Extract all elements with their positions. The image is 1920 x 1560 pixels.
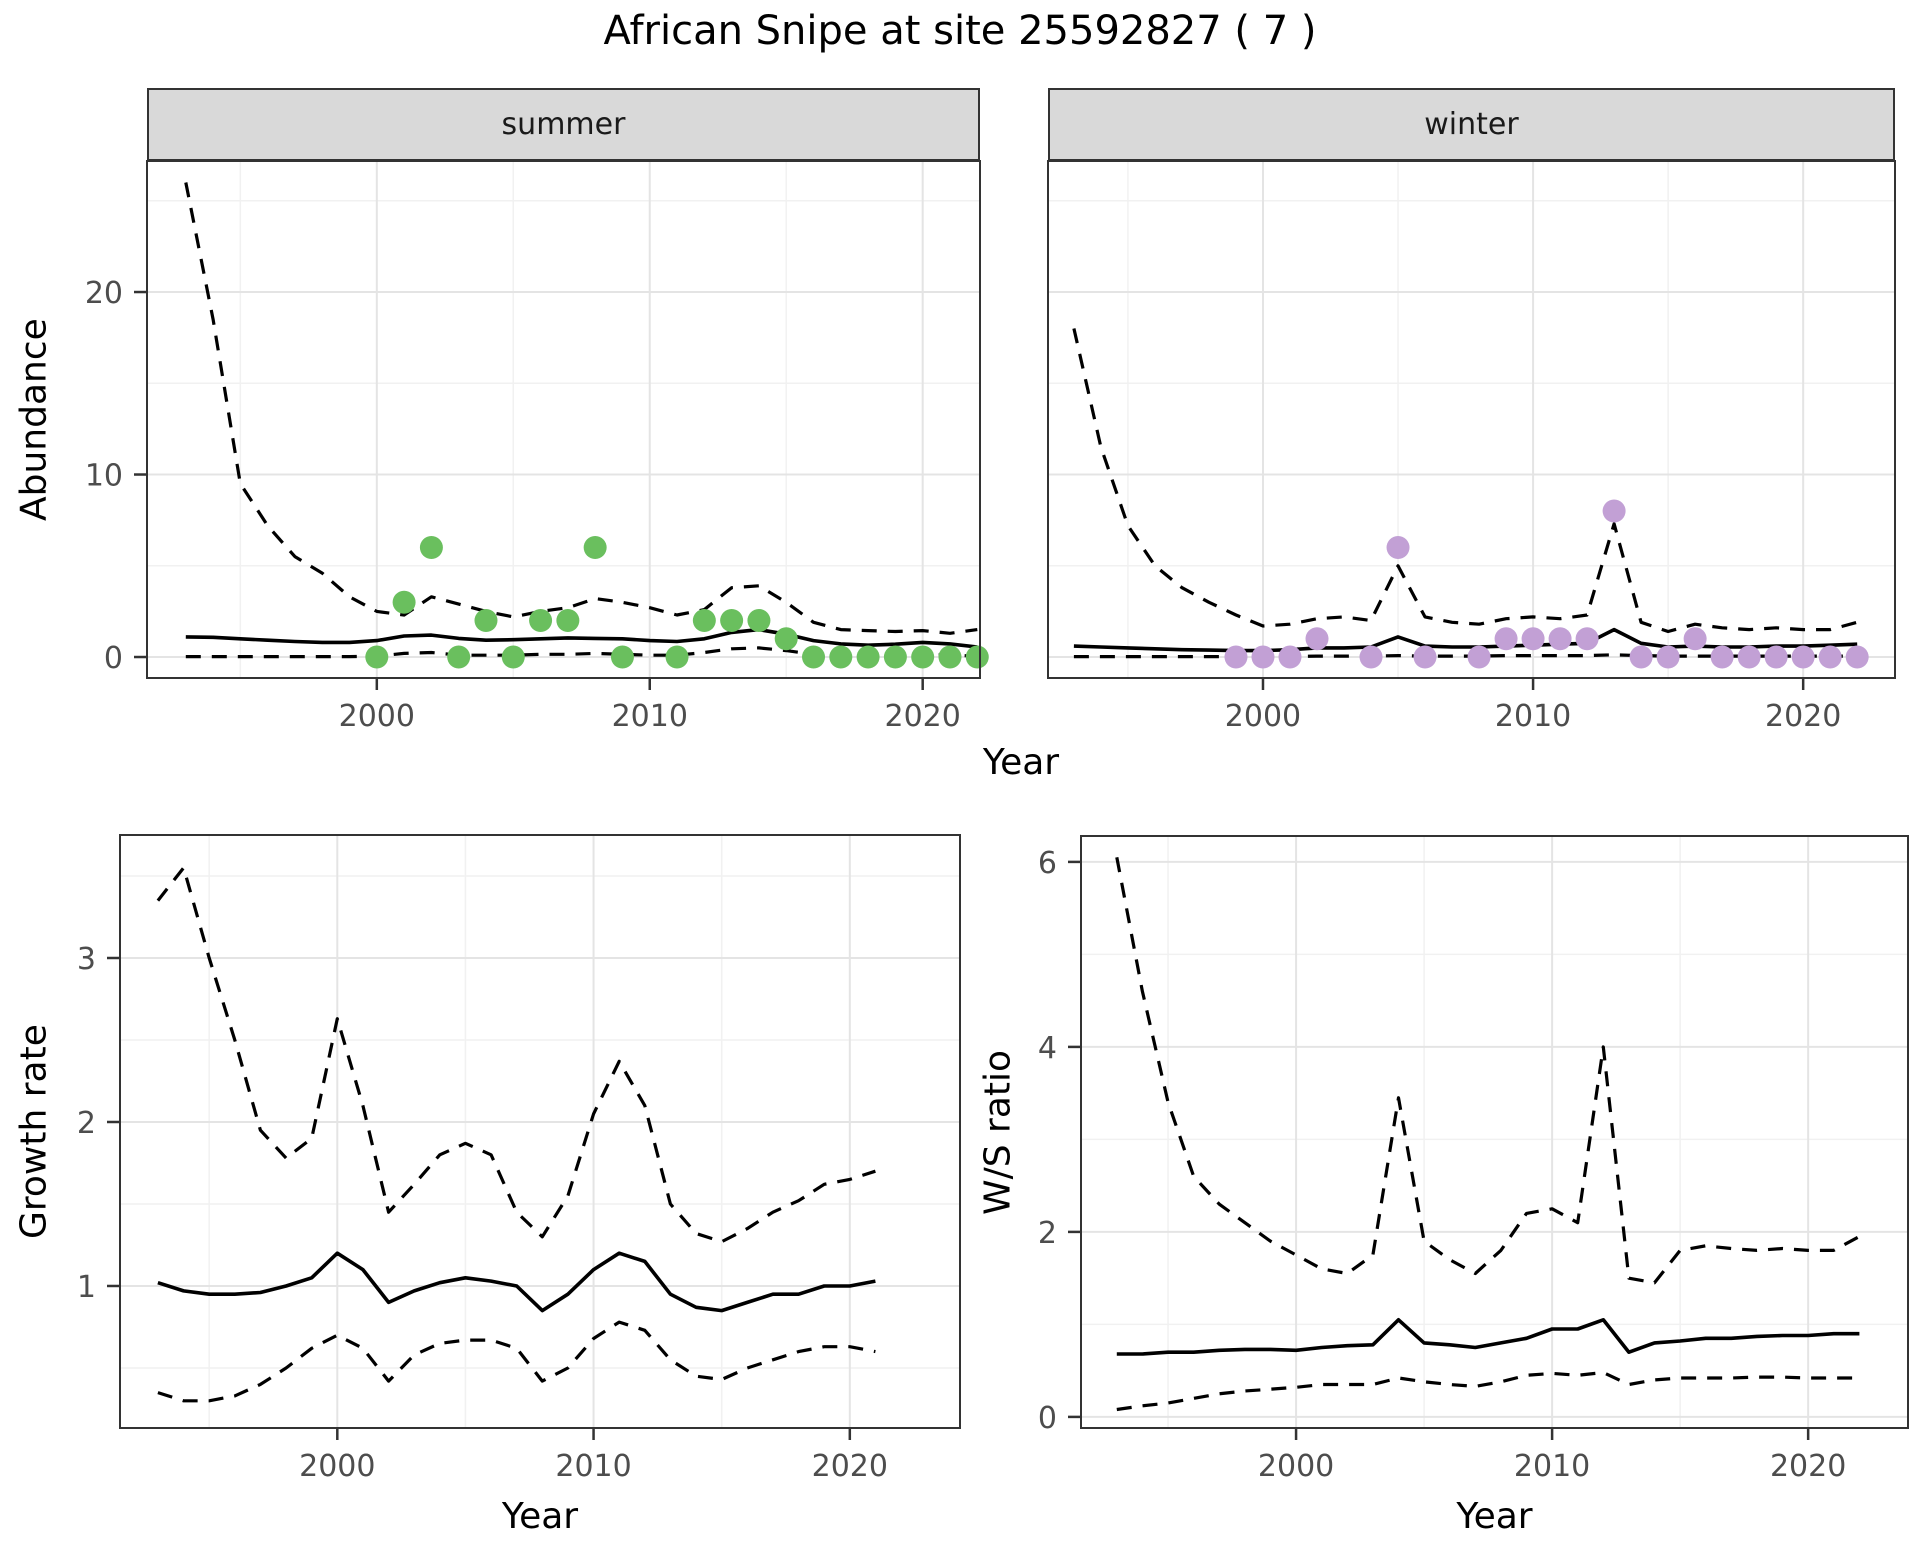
observation-point [911, 645, 935, 669]
y-tick-label: 6 [1038, 846, 1057, 881]
observation-point [1359, 645, 1383, 669]
facet-strip-summer-label: summer [501, 107, 626, 142]
observation-point [692, 609, 716, 633]
x-tick-label: 2020 [1765, 699, 1841, 734]
observation-point [747, 609, 771, 633]
upper_ci-line [156, 866, 876, 1244]
observation-point [1305, 627, 1329, 651]
facet-strip-winter-label: winter [1424, 107, 1519, 142]
observation-point [583, 536, 607, 560]
upper_ci-line [1115, 856, 1861, 1285]
x-tick-label: 2010 [555, 1449, 631, 1484]
y-tick-label: 2 [77, 1106, 96, 1141]
mean-line [1116, 1318, 1860, 1356]
y-tick-label: 0 [104, 641, 123, 676]
observation-point [1818, 645, 1842, 669]
observation-point [392, 590, 416, 614]
panel-background [147, 161, 980, 678]
observation-point [1791, 645, 1815, 669]
panel-border [1080, 835, 1909, 1429]
observation-point [1629, 645, 1653, 669]
observation-point [501, 645, 525, 669]
observation-point [774, 627, 798, 651]
observation-point [802, 645, 826, 669]
x-axis-title-year-ws: Year [1456, 1496, 1533, 1537]
y-tick-label: 2 [1038, 1216, 1057, 1251]
observation-point [1737, 645, 1761, 669]
observation-point [829, 645, 853, 669]
observation-point [529, 609, 553, 633]
x-tick-label: 2010 [612, 699, 688, 734]
observation-point [1251, 645, 1275, 669]
observation-point [447, 645, 471, 669]
x-tick-label: 2020 [885, 699, 961, 734]
observation-point [610, 645, 634, 669]
observation-point [1710, 645, 1734, 669]
upper_ci-line [1072, 328, 1858, 634]
observation-point [419, 536, 443, 560]
x-tick-label: 2000 [299, 1449, 375, 1484]
mean-line [157, 1251, 876, 1313]
observation-point [1413, 645, 1437, 669]
y-tick-label: 4 [1038, 1031, 1057, 1066]
observation-point [1494, 627, 1518, 651]
observation-point [1386, 536, 1410, 560]
panel-border [1047, 160, 1896, 679]
y-tick-label: 10 [85, 459, 123, 494]
observation-point [1845, 645, 1869, 669]
observation-point [474, 609, 498, 633]
y-axis-title-ws-ratio: W/S ratio [977, 1049, 1019, 1215]
lower_ci-line [157, 1320, 876, 1403]
observation-point [1467, 645, 1491, 669]
upper_ci-line [184, 182, 978, 635]
observation-point [1224, 645, 1248, 669]
observation-point [1656, 645, 1680, 669]
observation-point [1575, 627, 1599, 651]
observation-point [365, 645, 389, 669]
x-axis-title-year-growth: Year [501, 1496, 579, 1537]
lower_ci-line [1116, 1370, 1860, 1412]
observation-point [1278, 645, 1302, 669]
observation-point [665, 645, 689, 669]
observation-point [965, 645, 989, 669]
observation-point [720, 609, 744, 633]
panel-background [1048, 161, 1895, 678]
facet-strip-summer: summer [147, 88, 980, 161]
y-axis-title-abundance: Abundance [13, 318, 55, 521]
panel-border [146, 160, 981, 679]
x-tick-label: 2000 [1225, 699, 1301, 734]
panel-background [1081, 836, 1908, 1428]
observation-point [1683, 627, 1707, 651]
panel-background [120, 835, 960, 1428]
x-tick-label: 2000 [1258, 1449, 1334, 1484]
y-tick-label: 20 [85, 276, 123, 311]
y-tick-label: 3 [77, 942, 96, 977]
observation-point [1764, 645, 1788, 669]
mean-line [185, 627, 978, 649]
x-tick-label: 2010 [1495, 699, 1571, 734]
observation-point [883, 645, 907, 669]
x-tick-label: 2010 [1514, 1449, 1590, 1484]
observation-point [1521, 627, 1545, 651]
x-tick-label: 2020 [812, 1449, 888, 1484]
observation-point [938, 645, 962, 669]
chart-title: African Snipe at site 25592827 ( 7 ) [603, 8, 1317, 54]
facet-strip-winter: winter [1048, 88, 1895, 161]
y-tick-label: 0 [1038, 1401, 1057, 1436]
observation-point [856, 645, 880, 669]
panel-border [119, 834, 961, 1429]
x-axis-title-year-top: Year [982, 742, 1060, 783]
observation-point [1548, 627, 1572, 651]
x-tick-label: 2000 [339, 699, 415, 734]
y-axis-title-growth-rate: Growth rate [13, 1024, 55, 1239]
y-tick-label: 1 [77, 1270, 96, 1305]
observation-point [556, 609, 580, 633]
observation-point [1602, 499, 1626, 523]
x-tick-label: 2020 [1770, 1449, 1846, 1484]
